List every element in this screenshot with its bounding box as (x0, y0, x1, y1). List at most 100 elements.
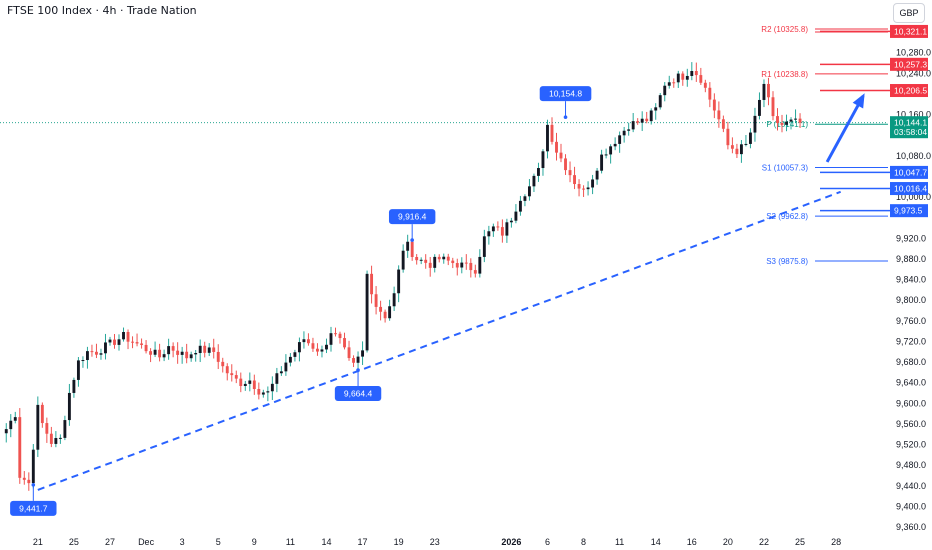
currency-selector[interactable]: GBP (893, 3, 925, 23)
candle-18 (85, 346, 89, 369)
candle-44 (203, 341, 207, 358)
candle-78 (356, 351, 360, 370)
current-price-label: 10,144.1 (894, 118, 927, 128)
candle-108 (491, 223, 495, 237)
x-tick-label-10: 19 (394, 537, 404, 547)
price-tag-5: 9,973.5 (820, 204, 928, 218)
candle-141 (640, 111, 644, 132)
candle-131 (595, 167, 599, 185)
y-tick-label-11: 9,680.0 (896, 357, 926, 367)
candle-170 (771, 91, 775, 121)
candle-57 (261, 389, 265, 398)
candle-106 (482, 229, 486, 263)
candle-41 (189, 351, 193, 362)
price-tag-label-0: 10,321.1 (894, 26, 927, 36)
candle-62 (284, 354, 288, 376)
candle-155 (703, 79, 707, 93)
candle-37 (171, 342, 175, 358)
candle-139 (631, 113, 635, 133)
candle-161 (730, 137, 734, 154)
candle-113 (514, 204, 518, 224)
candle-32 (149, 348, 153, 363)
x-tick-label-17: 16 (687, 537, 697, 547)
candle-142 (645, 111, 649, 124)
candle-72 (329, 326, 333, 352)
y-tick-label-8: 9,800.0 (896, 295, 926, 305)
chart-title: FTSE 100 Index · 4h · Trade Nation (7, 4, 197, 17)
candle-9 (45, 417, 49, 443)
candle-90 (410, 239, 414, 261)
y-tick-label-19: 9,360.0 (896, 522, 926, 532)
callout-0: 9,441.7 (10, 483, 57, 516)
candle-54 (248, 372, 252, 392)
price-tag-4: 10,016.4 (820, 182, 928, 196)
candle-96 (437, 254, 441, 263)
candle-114 (518, 195, 522, 216)
candle-13 (63, 415, 67, 441)
candle-69 (316, 343, 319, 356)
candle-70 (320, 345, 324, 358)
candle-47 (216, 344, 220, 370)
x-tick-label-15: 11 (615, 537, 624, 547)
candle-51 (234, 370, 238, 384)
candle-133 (604, 148, 608, 159)
candle-167 (758, 92, 761, 120)
candle-137 (622, 126, 626, 143)
candle-33 (153, 341, 157, 358)
candle-158 (717, 101, 721, 128)
price-tags-layer: 10,321.1 10,257.3 10,206.5 10,047.7 10,016.4… (820, 24, 928, 218)
trendline-layer (37, 93, 865, 491)
callout-3: 10,154.8 (539, 86, 592, 119)
y-tick-label-13: 9,600.0 (896, 398, 926, 408)
candle-40 (185, 343, 189, 364)
candle-151 (685, 68, 689, 87)
candle-34 (158, 343, 162, 362)
candle-100 (455, 258, 459, 276)
candle-120 (546, 119, 549, 159)
candle-74 (338, 331, 342, 344)
y-tick-label-5: 9,920.0 (896, 233, 926, 243)
candle-132 (600, 149, 604, 174)
candle-60 (275, 367, 279, 393)
candle-65 (297, 337, 301, 362)
x-tick-label-19: 22 (759, 537, 769, 547)
candle-11 (54, 431, 58, 448)
candle-176 (798, 113, 802, 128)
candle-38 (176, 342, 180, 364)
price-tag-label-5: 9,973.5 (894, 206, 923, 216)
candle-88 (401, 244, 405, 273)
candle-134 (609, 144, 613, 164)
projection-arrow-head (852, 93, 865, 109)
candle-42 (194, 349, 198, 362)
candle-101 (460, 257, 464, 274)
candle-99 (451, 257, 455, 269)
candle-56 (257, 382, 261, 400)
candle-92 (419, 257, 423, 265)
price-tag-1: 10,257.3 (820, 57, 928, 71)
countdown-label: 03:58:04 (894, 127, 927, 137)
candle-71 (325, 338, 328, 354)
candle-55 (252, 374, 256, 395)
x-tick-label-0: 21 (33, 537, 43, 547)
candle-173 (785, 114, 788, 132)
candle-3 (18, 408, 22, 484)
projection-arrow (825, 95, 865, 163)
y-tick-label-4: 10,000.0 (896, 192, 931, 202)
candle-89 (406, 234, 410, 258)
candle-15 (72, 377, 76, 398)
candle-162 (735, 143, 739, 158)
candle-64 (293, 349, 297, 362)
candle-129 (586, 181, 590, 196)
candle-0 (4, 423, 8, 443)
candle-5 (27, 472, 31, 491)
y-tick-label-0: 10,280.0 (896, 48, 931, 58)
candle-171 (776, 108, 779, 131)
callout-label-0: 9,441.7 (19, 503, 48, 513)
candle-76 (347, 340, 351, 361)
candle-116 (527, 179, 531, 201)
candle-46 (212, 338, 216, 359)
candle-59 (270, 376, 274, 400)
x-tick-label-20: 25 (795, 537, 805, 547)
y-tick-label-3: 10,080.0 (896, 151, 931, 161)
